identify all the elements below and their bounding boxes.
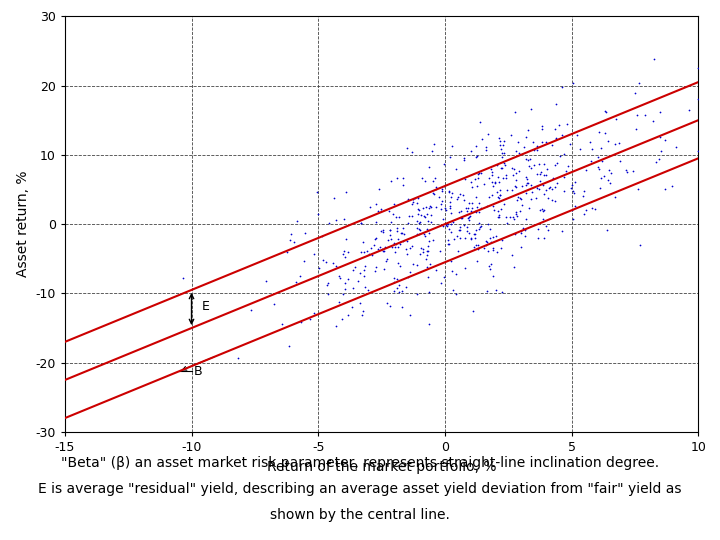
- Text: B: B: [194, 365, 202, 378]
- Y-axis label: Asset return, %: Asset return, %: [16, 171, 30, 278]
- Text: E is average "residual" yield, describing an average asset yield deviation from : E is average "residual" yield, describin…: [38, 482, 682, 496]
- Text: shown by the central line.: shown by the central line.: [270, 508, 450, 522]
- Text: "Beta" (β) an asset market risk parameter, represents straight-line inclination : "Beta" (β) an asset market risk paramete…: [61, 456, 659, 470]
- Text: E: E: [202, 300, 210, 313]
- X-axis label: Return of the market portfolio, %: Return of the market portfolio, %: [267, 460, 496, 474]
